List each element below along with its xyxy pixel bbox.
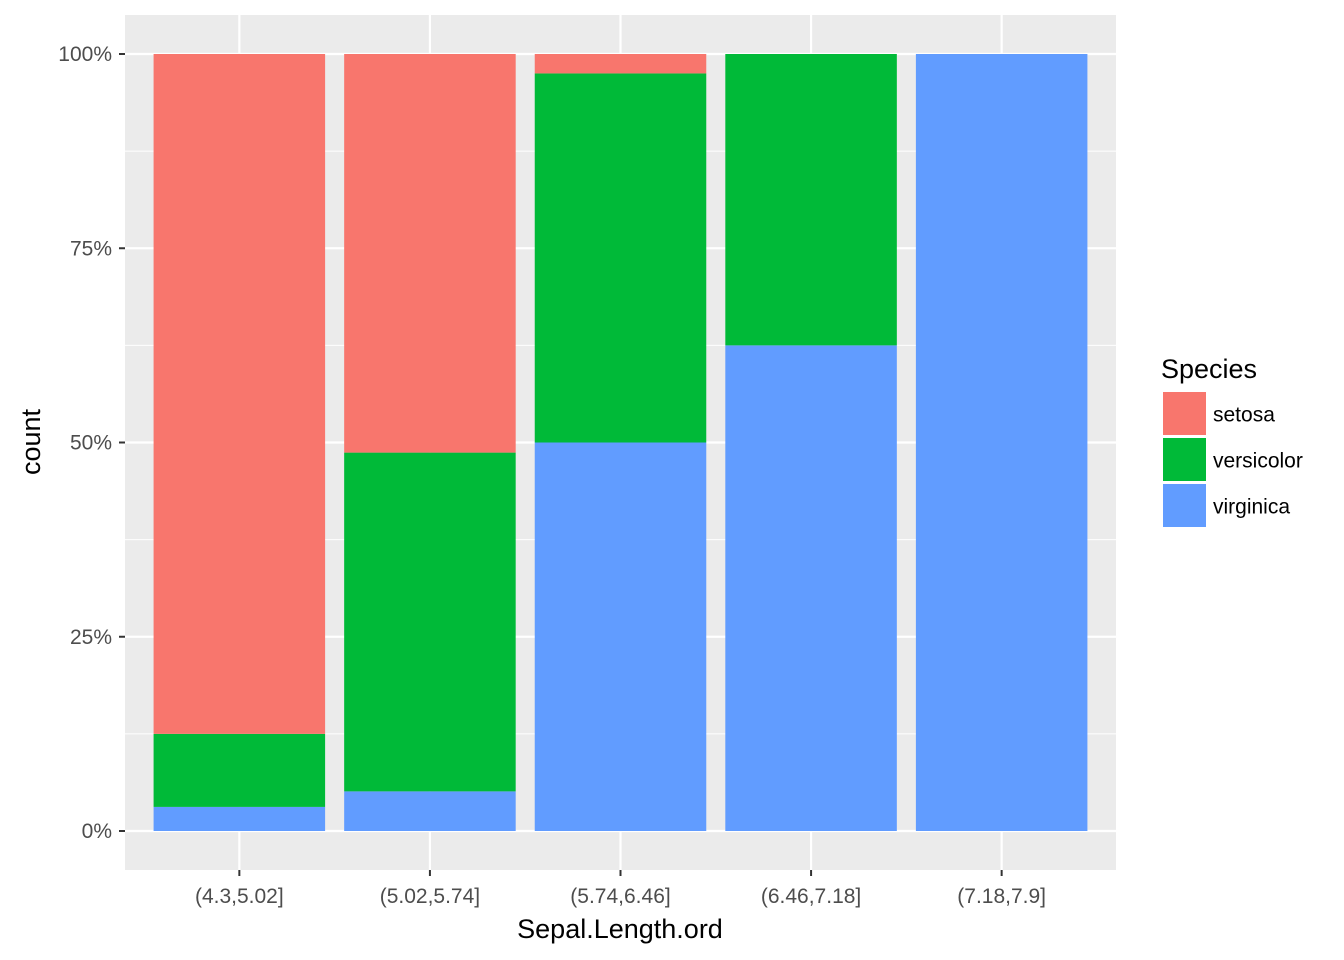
bar-segment-virginica [725, 345, 897, 831]
legend-label-setosa: setosa [1213, 404, 1275, 427]
x-tick-label: (5.74,6.46] [570, 885, 670, 908]
bar-segment-versicolor [725, 54, 897, 346]
y-tick-label: 25% [70, 626, 112, 649]
bar-segment-versicolor [534, 73, 707, 443]
x-axis-title: Sepal.Length.ord [517, 914, 723, 944]
bar-segment-virginica [915, 54, 1088, 831]
x-axis: (4.3,5.02] (5.02,5.74] (5.74,6.46] (6.46,7.… [195, 870, 1046, 908]
bar-segment-virginica [153, 806, 326, 831]
x-tick-label: (4.3,5.02] [195, 885, 284, 908]
y-tick-label: 100% [58, 43, 112, 66]
y-tick-label: 50% [70, 432, 112, 455]
bars-layer [153, 54, 1088, 831]
bar-segment-versicolor [153, 733, 326, 807]
legend-key-setosa [1163, 392, 1206, 435]
bar-segment-setosa [344, 54, 516, 453]
x-tick-label: (7.18,7.9] [957, 885, 1046, 908]
y-axis: 0% 25% 50% 75% 100% [58, 43, 125, 843]
x-tick-label: (5.02,5.74] [380, 885, 480, 908]
legend-key-virginica [1163, 484, 1206, 527]
bar-segment-virginica [344, 791, 516, 831]
legend-key-versicolor [1163, 438, 1206, 481]
legend: Species setosa versicolor virginica [1161, 354, 1303, 527]
legend-title: Species [1161, 354, 1257, 384]
bar-segment-setosa [153, 54, 326, 734]
bar-segment-setosa [534, 54, 707, 74]
y-axis-title: count [16, 408, 46, 475]
legend-label-versicolor: versicolor [1213, 450, 1303, 473]
bar-segment-versicolor [344, 452, 516, 792]
y-tick-label: 75% [70, 237, 112, 260]
x-tick-label: (6.46,7.18] [761, 885, 861, 908]
y-tick-label: 0% [82, 820, 112, 843]
bar-segment-virginica [534, 442, 707, 831]
legend-label-virginica: virginica [1213, 496, 1290, 519]
